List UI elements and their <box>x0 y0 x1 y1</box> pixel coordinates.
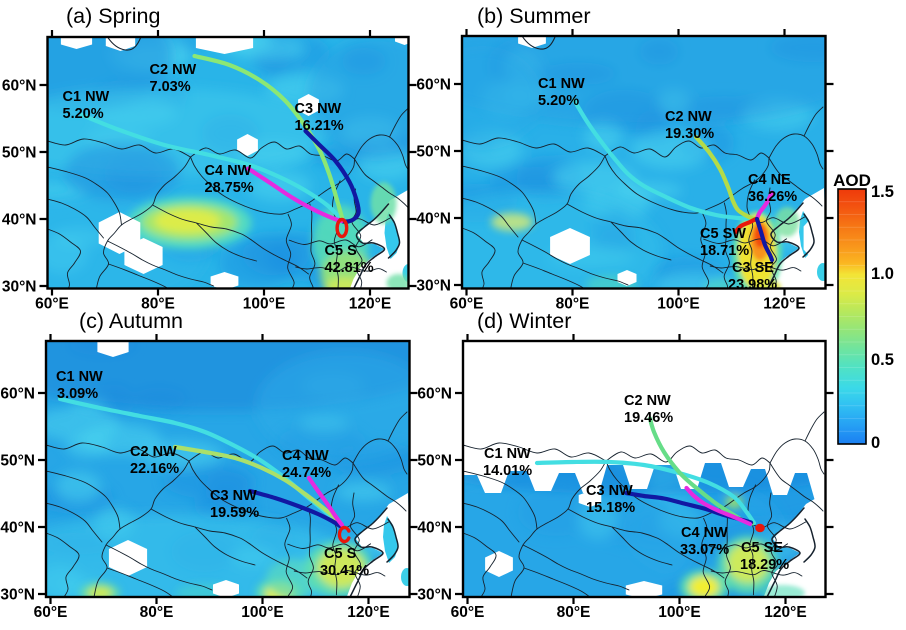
svg-text:60°E: 60°E <box>35 296 69 313</box>
svg-text:30°N: 30°N <box>2 279 37 296</box>
svg-text:19.30%: 19.30% <box>665 126 714 142</box>
svg-text:100°E: 100°E <box>241 604 283 621</box>
svg-text:40°N: 40°N <box>2 212 37 229</box>
svg-text:50°N: 50°N <box>417 453 452 470</box>
svg-text:0: 0 <box>871 434 880 452</box>
svg-text:C3 NW: C3 NW <box>295 101 342 117</box>
svg-text:C1 NW: C1 NW <box>56 369 103 385</box>
svg-text:60°N: 60°N <box>416 77 451 94</box>
svg-text:60°E: 60°E <box>34 604 68 621</box>
svg-text:80°E: 80°E <box>140 604 174 621</box>
svg-text:80°E: 80°E <box>557 604 591 621</box>
svg-text:C3 NW: C3 NW <box>586 483 633 499</box>
svg-text:C2 NW: C2 NW <box>150 62 197 78</box>
svg-text:C5 SW: C5 SW <box>700 226 746 242</box>
svg-text:C4 NW: C4 NW <box>205 163 252 179</box>
svg-text:50°N: 50°N <box>416 144 451 161</box>
svg-text:100°E: 100°E <box>658 604 700 621</box>
svg-text:C4 NW: C4 NW <box>681 525 728 541</box>
svg-text:14.01%: 14.01% <box>483 463 532 479</box>
svg-text:C1 NW: C1 NW <box>484 446 531 462</box>
svg-text:C3 SE: C3 SE <box>732 260 774 276</box>
svg-text:18.71%: 18.71% <box>700 243 749 259</box>
svg-text:C5 S: C5 S <box>324 546 357 562</box>
svg-text:30°N: 30°N <box>0 587 35 604</box>
svg-text:C2 NW: C2 NW <box>130 444 177 460</box>
svg-text:23.98%: 23.98% <box>728 277 777 293</box>
svg-text:(b) Summer: (b) Summer <box>477 4 590 28</box>
svg-text:60°N: 60°N <box>0 386 35 403</box>
svg-text:30°N: 30°N <box>416 278 451 295</box>
svg-text:80°E: 80°E <box>141 296 175 313</box>
svg-text:C5 S: C5 S <box>325 243 358 259</box>
svg-text:1.5: 1.5 <box>871 183 894 201</box>
svg-text:40°N: 40°N <box>0 520 35 537</box>
svg-text:15.18%: 15.18% <box>586 500 635 516</box>
svg-text:(c) Autumn: (c) Autumn <box>79 309 183 333</box>
svg-text:AOD: AOD <box>833 171 871 190</box>
svg-text:1.0: 1.0 <box>871 265 894 283</box>
svg-text:22.16%: 22.16% <box>130 461 179 477</box>
svg-text:5.20%: 5.20% <box>63 106 104 122</box>
svg-text:18.29%: 18.29% <box>740 557 789 573</box>
svg-text:C1 NW: C1 NW <box>538 76 585 92</box>
svg-text:C1 NW: C1 NW <box>63 89 110 105</box>
svg-text:100°E: 100°E <box>657 296 699 313</box>
svg-text:C4 NW: C4 NW <box>282 448 329 464</box>
svg-text:30°N: 30°N <box>417 587 452 604</box>
svg-text:50°N: 50°N <box>0 453 35 470</box>
svg-text:C4 NE: C4 NE <box>748 172 791 188</box>
svg-text:60°E: 60°E <box>451 604 485 621</box>
svg-text:19.59%: 19.59% <box>210 505 259 521</box>
svg-text:5.20%: 5.20% <box>538 93 579 109</box>
svg-text:C3 NW: C3 NW <box>210 488 257 504</box>
svg-text:120°E: 120°E <box>347 604 389 621</box>
svg-text:C2 NW: C2 NW <box>624 393 671 409</box>
svg-text:36.26%: 36.26% <box>748 189 797 205</box>
svg-text:80°E: 80°E <box>556 296 590 313</box>
svg-text:30.41%: 30.41% <box>320 563 369 579</box>
svg-text:C5 SE: C5 SE <box>741 540 783 556</box>
svg-text:60°N: 60°N <box>2 78 37 95</box>
svg-text:40°N: 40°N <box>417 520 452 537</box>
svg-text:19.46%: 19.46% <box>624 410 673 426</box>
svg-text:120°E: 120°E <box>763 296 805 313</box>
svg-text:120°E: 120°E <box>764 604 806 621</box>
svg-text:24.74%: 24.74% <box>282 465 331 481</box>
svg-text:33.07%: 33.07% <box>680 542 729 558</box>
svg-text:0.5: 0.5 <box>871 351 894 369</box>
svg-text:60°E: 60°E <box>450 296 484 313</box>
svg-text:7.03%: 7.03% <box>150 79 191 95</box>
svg-text:28.75%: 28.75% <box>205 180 254 196</box>
svg-text:60°N: 60°N <box>417 386 452 403</box>
svg-text:40°N: 40°N <box>416 211 451 228</box>
svg-text:16.21%: 16.21% <box>295 118 344 134</box>
svg-text:100°E: 100°E <box>243 296 285 313</box>
svg-text:120°E: 120°E <box>349 296 391 313</box>
svg-text:3.09%: 3.09% <box>57 386 98 402</box>
svg-text:(d) Winter: (d) Winter <box>477 309 571 333</box>
svg-text:(a) Spring: (a) Spring <box>66 4 160 28</box>
svg-text:C2 NW: C2 NW <box>665 109 712 125</box>
svg-text:42.81%: 42.81% <box>325 260 374 276</box>
svg-text:50°N: 50°N <box>2 145 37 162</box>
